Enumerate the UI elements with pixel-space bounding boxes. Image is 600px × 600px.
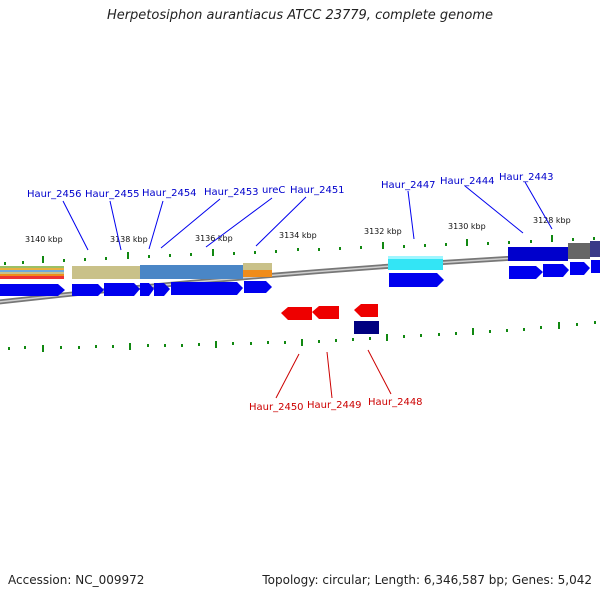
inner-tick-track (8, 321, 596, 352)
topology-text: Topology: circular; Length: 6,346,587 bp… (262, 573, 592, 587)
forward-gene-track (0, 260, 600, 296)
kbp-label: 3132 kbp (364, 227, 402, 236)
gene-label[interactable]: Haur_2454 (142, 188, 197, 199)
gene-label[interactable]: Haur_2449 (307, 400, 362, 411)
kbp-label: 3140 kbp (25, 235, 63, 244)
forward-gene-arrow[interactable] (244, 281, 272, 293)
accession-text: Accession: NC_009972 (8, 573, 145, 587)
reverse-leader-lines (275, 349, 392, 399)
outer-tick-track (4, 235, 595, 265)
cog-track (0, 241, 600, 279)
gene-label[interactable]: Haur_2443 (499, 172, 554, 183)
forward-gene-arrow[interactable] (543, 264, 569, 277)
forward-gene-arrow[interactable] (591, 260, 600, 273)
forward-gene-arrow[interactable] (72, 284, 104, 296)
forward-gene-arrow[interactable] (509, 266, 543, 279)
reverse-gene-arrow[interactable] (312, 306, 339, 319)
reverse-cog-block (354, 321, 379, 334)
forward-gene-arrow[interactable] (140, 283, 154, 296)
forward-gene-arrow[interactable] (171, 282, 243, 295)
forward-leader-lines (62, 181, 553, 251)
gene-label[interactable]: Haur_2447 (381, 180, 436, 191)
kbp-label: 3136 kbp (195, 234, 233, 243)
gene-label[interactable]: Haur_2450 (249, 402, 304, 413)
forward-gene-arrow[interactable] (0, 284, 65, 296)
forward-gene-labels: Haur_2456 Haur_2455 Haur_2454 Haur_2453 … (27, 172, 554, 200)
forward-gene-arrow[interactable] (389, 273, 444, 287)
reverse-gene-labels: Haur_2450 Haur_2449 Haur_2448 (249, 397, 423, 413)
gene-label[interactable]: Haur_2444 (440, 176, 495, 187)
gene-label[interactable]: Haur_2456 (27, 189, 82, 200)
reverse-gene-track (281, 304, 378, 320)
gene-label[interactable]: ureC (262, 185, 285, 196)
gene-label[interactable]: Haur_2448 (368, 397, 423, 408)
gene-label[interactable]: Haur_2455 (85, 189, 140, 200)
forward-gene-arrow[interactable] (104, 283, 140, 296)
kbp-scale: 3140 kbp 3138 kbp 3136 kbp 3134 kbp 3132… (25, 216, 571, 244)
gene-label[interactable]: Haur_2451 (290, 185, 345, 196)
map-title: Herpetosiphon aurantiacus ATCC 23779, co… (106, 8, 494, 23)
reverse-gene-arrow[interactable] (354, 304, 378, 317)
kbp-label: 3130 kbp (448, 222, 486, 231)
reverse-gene-arrow[interactable] (281, 307, 312, 320)
forward-gene-arrow[interactable] (570, 262, 590, 275)
kbp-label: 3134 kbp (279, 231, 317, 240)
kbp-label: 3128 kbp (533, 216, 571, 225)
kbp-label: 3138 kbp (110, 235, 148, 244)
forward-gene-arrow[interactable] (154, 283, 170, 296)
gene-label[interactable]: Haur_2453 (204, 187, 259, 198)
